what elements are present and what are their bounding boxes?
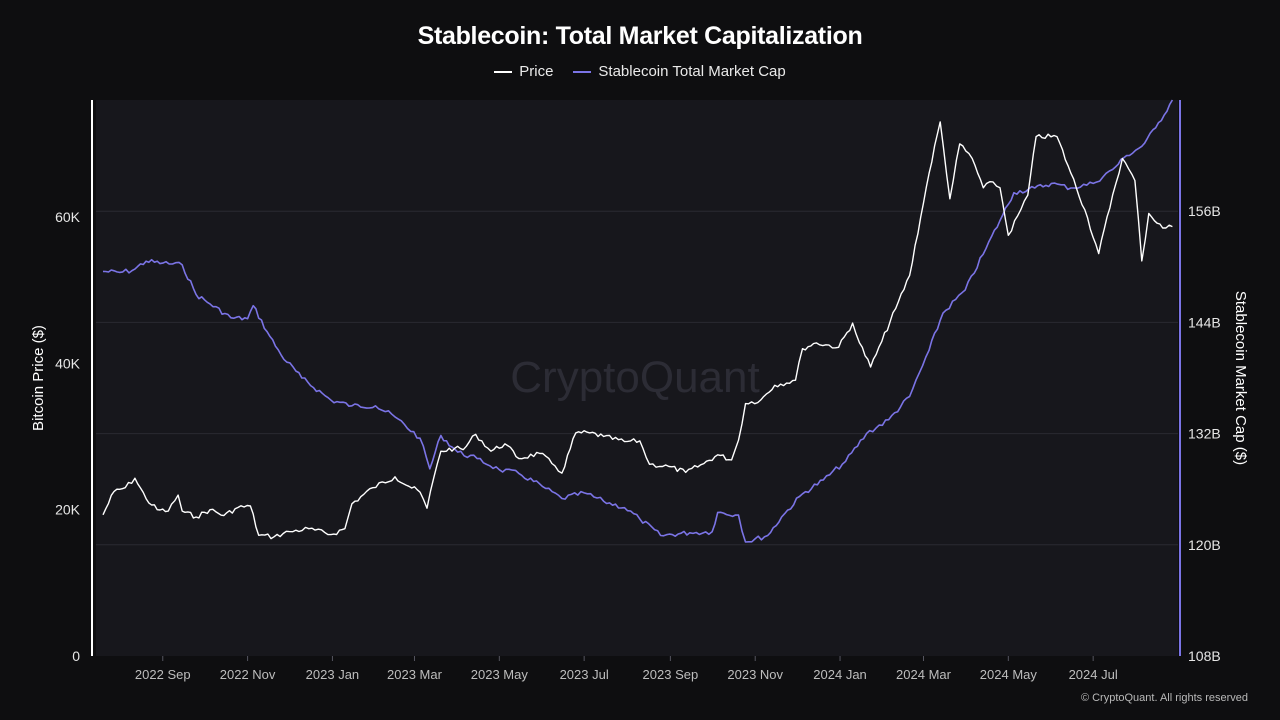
chart-title: Stablecoin: Total Market Capitalization (417, 22, 863, 50)
x-tick-label: 2023 May (471, 667, 529, 682)
left-axis-title: Bitcoin Price ($) (30, 325, 47, 431)
legend-entry-price[interactable]: Price (494, 63, 553, 80)
y-right-tick-label: 108B (1188, 648, 1221, 664)
watermark: CryptoQuant (510, 353, 759, 402)
y-left-tick-label: 60K (55, 209, 81, 225)
x-tick-label: 2023 Mar (387, 667, 443, 682)
y-right-tick-label: 132B (1188, 426, 1221, 442)
y-right-tick-label: 144B (1188, 314, 1221, 330)
x-tick-label: 2024 Jul (1069, 667, 1118, 682)
copyright-notice: © CryptoQuant. All rights reserved (1080, 692, 1248, 704)
series-line-price (102, 121, 1173, 540)
left-axis-ticks: 0 20K 40K 60K (55, 209, 81, 664)
x-axis-ticks: 2022 Sep 2022 Nov 2023 Jan 2023 Mar 2023 May… (135, 656, 1118, 682)
plot-background (96, 100, 1178, 656)
x-tick-label: 2024 Jan (813, 667, 867, 682)
x-tick-label: 2022 Nov (220, 667, 276, 682)
y-left-tick-label: 40K (55, 355, 81, 371)
legend-entry-stablecoin[interactable]: Stablecoin Total Market Cap (573, 63, 786, 80)
x-tick-label: 2024 Mar (896, 667, 952, 682)
x-tick-label: 2023 Sep (643, 667, 699, 682)
y-left-tick-label: 0 (72, 648, 80, 664)
x-tick-label: 2023 Jul (560, 667, 609, 682)
y-left-tick-label: 20K (55, 502, 81, 518)
legend-label-price: Price (519, 63, 554, 80)
right-axis-title: Stablecoin Market Cap ($) (1232, 291, 1249, 465)
chart-legend: Price Stablecoin Total Market Cap (0, 63, 1280, 80)
y-right-tick-label: 120B (1188, 537, 1221, 553)
legend-label-stablecoin: Stablecoin Total Market Cap (598, 63, 786, 80)
x-tick-label: 2024 May (980, 667, 1038, 682)
right-axis-ticks: 108B 120B 132B 144B 156B (1188, 203, 1221, 664)
x-tick-label: 2023 Nov (727, 667, 783, 682)
x-tick-label: 2023 Jan (306, 667, 360, 682)
legend-swatch-stablecoin (573, 70, 592, 73)
legend-swatch-price (494, 70, 513, 73)
y-right-tick-label: 156B (1188, 203, 1221, 219)
series-line-stablecoin (102, 99, 1174, 543)
x-tick-label: 2022 Sep (135, 667, 191, 682)
grid-lines (96, 210, 1178, 546)
